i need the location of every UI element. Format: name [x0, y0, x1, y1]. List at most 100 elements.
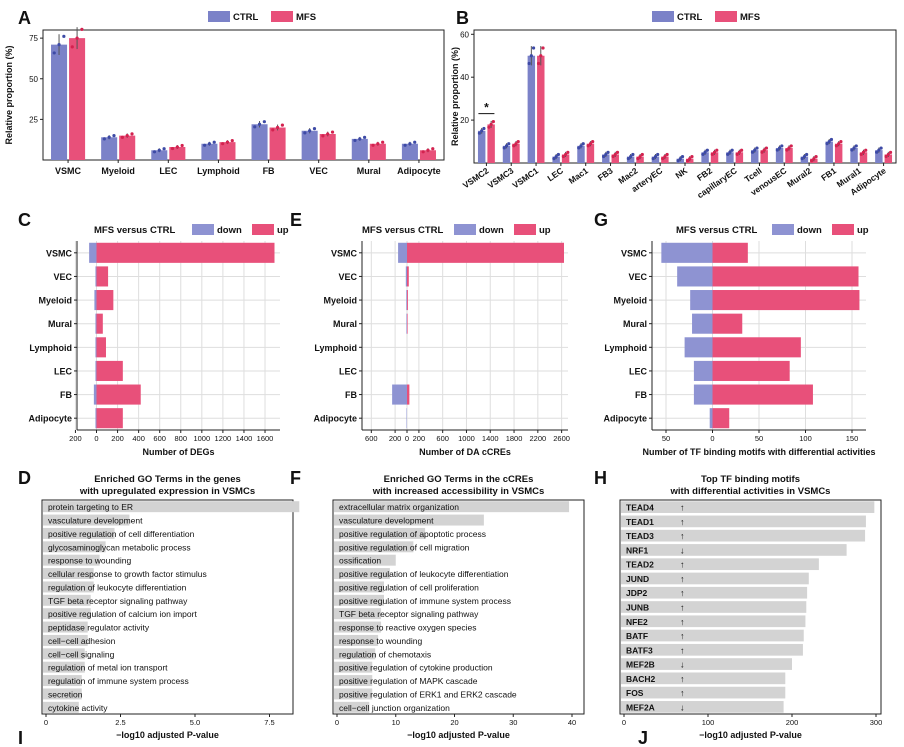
- panel-e-ytick-label: VSMC: [331, 248, 358, 258]
- panel-c-bar-up: [96, 360, 123, 381]
- panel-h-term-label: BATF3: [626, 645, 653, 655]
- panel-b-sample-point: [516, 140, 520, 144]
- panel-g-legend-label-down: down: [797, 225, 822, 236]
- panel-h-direction-arrow: ↑: [680, 531, 685, 541]
- panel-d-term-label: regulation of leukocyte differentiation: [48, 582, 187, 592]
- panel-b-sample-point: [629, 154, 633, 159]
- panel-b-sample-point: [740, 148, 744, 152]
- panel-b-bar-mfs: [512, 143, 520, 163]
- panel-b-ylabel: Relative proportion (%): [450, 47, 460, 146]
- panel-a-ytick-label: 75: [29, 34, 38, 43]
- panel-c-ytick-label: Lymphoid: [29, 343, 72, 353]
- panel-a-sample-point: [262, 120, 266, 124]
- panel-a-xtick-label: Adipocyte: [397, 166, 441, 176]
- panel-c-xtick-label: 200: [111, 434, 124, 443]
- panel-g-bar-down: [661, 242, 713, 263]
- panel-h-direction-arrow: ↑: [680, 603, 685, 613]
- panel-c-legend-swatch-down: [192, 224, 214, 235]
- panel-e-xtick-label: 2600: [553, 434, 570, 443]
- panel-a-bar-ctrl: [151, 150, 168, 160]
- panel-e-title: MFS versus CTRL: [362, 225, 443, 236]
- panel-letter-j: J: [638, 728, 648, 747]
- panel-a-sample-point: [62, 34, 66, 38]
- panel-d-term-label: positive regulation of calcium ion impor…: [48, 609, 197, 619]
- panel-b-sample-point: [502, 146, 506, 150]
- panel-b-sample-point: [680, 155, 685, 159]
- panel-h-direction-arrow: ↑: [680, 560, 685, 570]
- panel-b-sample-point: [850, 148, 854, 152]
- panel-e-xtick-label: 1000: [458, 434, 475, 443]
- panel-c-xlabel: Number of DEGs: [142, 447, 214, 457]
- panel-e-xtick-label: 1800: [506, 434, 523, 443]
- panel-c-bar-down: [95, 360, 97, 381]
- panel-a-bar-ctrl: [51, 44, 68, 160]
- panel-b-bar-mfs: [586, 143, 595, 163]
- panel-h-direction-arrow: ↑: [680, 517, 685, 527]
- panel-a-sample-point: [330, 130, 335, 134]
- panel-a-sample-point: [112, 134, 116, 138]
- panel-b-sample-point: [750, 150, 755, 154]
- panel-f-bar: [334, 608, 382, 620]
- panel-a-sample-point: [125, 134, 129, 138]
- panel-b-sample-point: [615, 150, 620, 154]
- panel-c-ytick-label: LEC: [54, 366, 73, 376]
- panel-a-sample-point: [230, 138, 234, 143]
- panel-b-legend-label-ctrl: CTRL: [677, 12, 703, 23]
- panel-h-direction-arrow: ↑: [680, 688, 685, 698]
- panel-a-sample-point: [408, 142, 412, 146]
- panel-f-bar: [334, 661, 373, 673]
- panel-c-bar-down: [94, 290, 97, 311]
- panel-b-sample-point: [527, 61, 531, 66]
- panel-a-bar-ctrl: [351, 138, 368, 160]
- panel-a-sample-point: [431, 147, 435, 151]
- panel-f-bar: [334, 568, 390, 580]
- panel-e-bar-up: [407, 290, 408, 311]
- panel-g-bar-down: [690, 290, 713, 311]
- panel-b-sample-point: [529, 54, 533, 58]
- panel-f-term-label: positive regulation of cytokine producti…: [339, 663, 493, 673]
- panel-g-bar-up: [712, 360, 790, 381]
- panel-b-sample-point: [690, 155, 694, 159]
- panel-b-bar-ctrl: [825, 141, 833, 163]
- panel-h-direction-arrow: ↑: [680, 617, 685, 627]
- panel-b-sample-point: [561, 154, 565, 159]
- panel-a-bar-mfs: [319, 134, 336, 160]
- panel-h-bar: [621, 515, 866, 528]
- panel-e-bar-up: [407, 313, 408, 334]
- panel-a-sample-point: [80, 27, 84, 31]
- panel-letter-b: B: [456, 8, 469, 28]
- panel-f-title-line: with increased accessibility in VSMCs: [372, 486, 545, 497]
- panel-h-xtick-label: 100: [702, 718, 715, 727]
- panel-e-ytick-label: FB: [345, 390, 357, 400]
- panel-b-sample-point: [789, 144, 793, 148]
- panel-b-sample-point: [554, 154, 558, 159]
- panel-b-sample-point: [606, 150, 610, 154]
- panel-d-title-line: with upregulated expression in VSMCs: [79, 486, 255, 497]
- panel-a-sample-point: [203, 143, 207, 147]
- panel-f-term-label: positive regulation of leukocyte differe…: [339, 569, 509, 579]
- panel-c-bar-up: [96, 408, 123, 429]
- panel-b-sample-point: [661, 157, 665, 161]
- panel-h-direction-arrow: ↓: [680, 702, 685, 712]
- panel-c-bar-down: [95, 266, 97, 287]
- panel-c-bar-down: [93, 384, 97, 405]
- panel-d-bar: [43, 621, 88, 633]
- panel-h-title-line: with differential activities in VSMCs: [670, 486, 831, 497]
- panel-b-xtick-label: Mac1: [567, 165, 590, 186]
- panel-a-bar-mfs: [269, 127, 286, 160]
- panel-letter-h: H: [594, 468, 607, 488]
- panel-d-bar: [43, 688, 82, 700]
- panel-c-bar-down: [89, 242, 97, 263]
- panel-a-sample-point: [381, 140, 385, 144]
- panel-b-bar-ctrl: [775, 147, 784, 163]
- panel-b-sample-point: [640, 152, 644, 157]
- panel-h-term-label: MEF2B: [626, 660, 655, 670]
- panel-h-direction-arrow: ↑: [680, 645, 685, 655]
- panel-h-bar: [621, 572, 809, 585]
- panel-b-bar-ctrl: [875, 150, 883, 163]
- panel-letter-f: F: [290, 468, 301, 488]
- panel-e-xlabel: Number of DA cCREs: [419, 447, 511, 457]
- panel-b-xtick-label: VSMC1: [510, 165, 540, 190]
- panel-b-sample-point: [701, 152, 705, 156]
- panel-b-sample-point: [477, 131, 482, 135]
